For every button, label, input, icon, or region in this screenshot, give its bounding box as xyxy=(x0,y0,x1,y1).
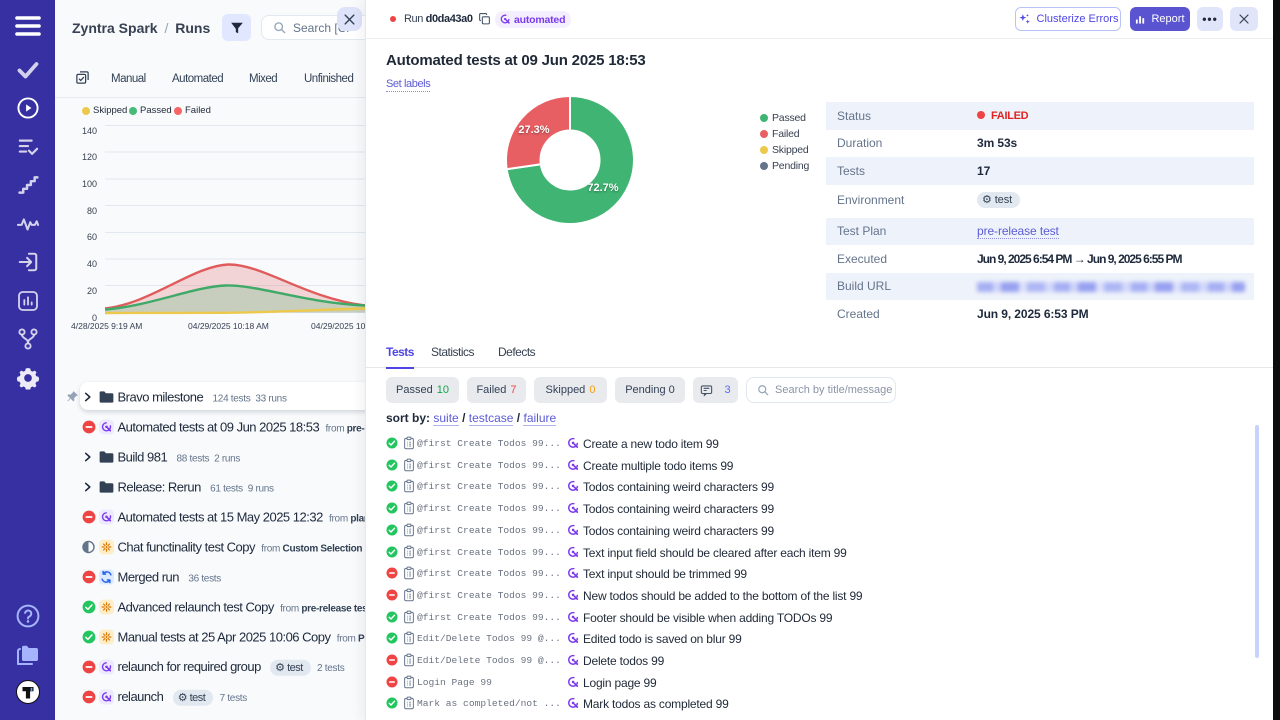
svg-text:27.3%: 27.3% xyxy=(518,124,549,136)
svg-text:72.7%: 72.7% xyxy=(587,182,618,194)
